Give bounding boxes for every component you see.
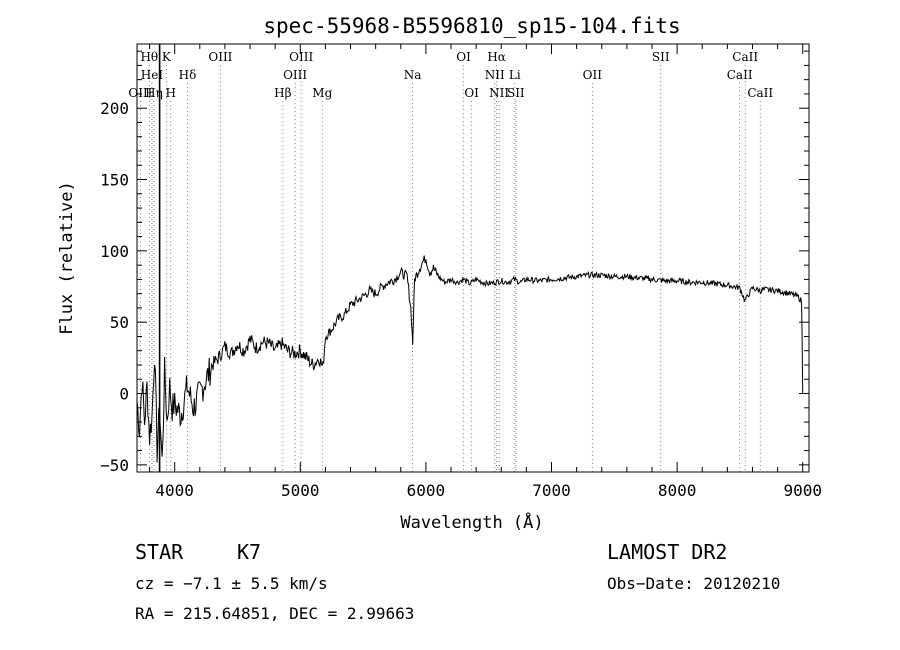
spectral-line-label: Hβ [274,86,291,100]
spectral-line-label: Hδ [179,68,197,82]
spectral-line-label: Hα [487,50,506,64]
spectral-line-label: CaII [747,86,773,100]
chart-title: spec-55968-B5596810_sp15-104.fits [263,14,680,38]
x-tick-label: 7000 [532,481,571,500]
x-tick-label: 9000 [783,481,822,500]
y-tick-label: 50 [110,313,129,332]
subclass: K7 [237,540,262,564]
spectral-line-label: OIII [208,50,232,64]
spectral-line-label: Hθ [140,50,158,64]
spectral-line-label: OI [456,50,471,64]
spectral-line-label: CaII [727,68,753,82]
y-tick-label: 200 [100,99,129,118]
spectral-line-label: OIII [128,86,152,100]
spectral-line-label: NII [485,68,505,82]
spectral-line-label: OI [464,86,479,100]
spectral-line-label: SII [507,86,525,100]
y-axis-label: Flux (relative) [57,181,77,335]
x-axis-label: Wavelength (Å) [400,511,543,533]
y-tick-label: 150 [100,171,129,190]
y-tick-label: 0 [119,385,129,404]
obs-date: Obs−Date: 20120210 [607,574,781,593]
x-tick-label: 5000 [281,481,320,500]
spectral-line-label: HeI [141,68,164,82]
spectral-line-label: Mg [312,86,332,100]
object-type: STAR [135,540,184,564]
plot-frame [136,43,810,473]
spectral-line-label: OIII [283,68,307,82]
y-tick-label: 100 [100,242,129,261]
spectral-line-label: H [166,86,176,100]
redshift-cz: cz = −7.1 ± 5.5 km/s [135,574,328,593]
spectral-line-label: OII [583,68,603,82]
spectral-line-label: Li [509,68,521,82]
x-tick-label: 8000 [658,481,697,500]
spectral-line-label: OIII [289,50,313,64]
spectral-line-label: SII [652,50,670,64]
x-tick-label: 6000 [407,481,446,500]
spectrum-line [136,255,804,463]
spectral-line-label: NII [489,86,509,100]
coordinates: RA = 215.64851, DEC = 2.99663 [135,604,415,623]
spectral-line-label: Na [404,68,422,82]
spectral-line-label: Hη [145,86,163,100]
axis-ticks: 4000 5000 6000 7000 8000 9000 −50 0 50 100 150 200 [100,44,822,500]
survey-name: LAMOST DR2 [607,540,728,564]
y-tick-label: −50 [100,456,129,475]
x-tick-label: 4000 [155,481,194,500]
spectral-line-markers: OIII Hθ HeI Hη K HHδ OIII Hβ OIII OIII Mg Na OI OI NII… [128,50,773,472]
spectral-line-label: CaII [732,50,758,64]
spectral-line-label: K [162,50,172,64]
